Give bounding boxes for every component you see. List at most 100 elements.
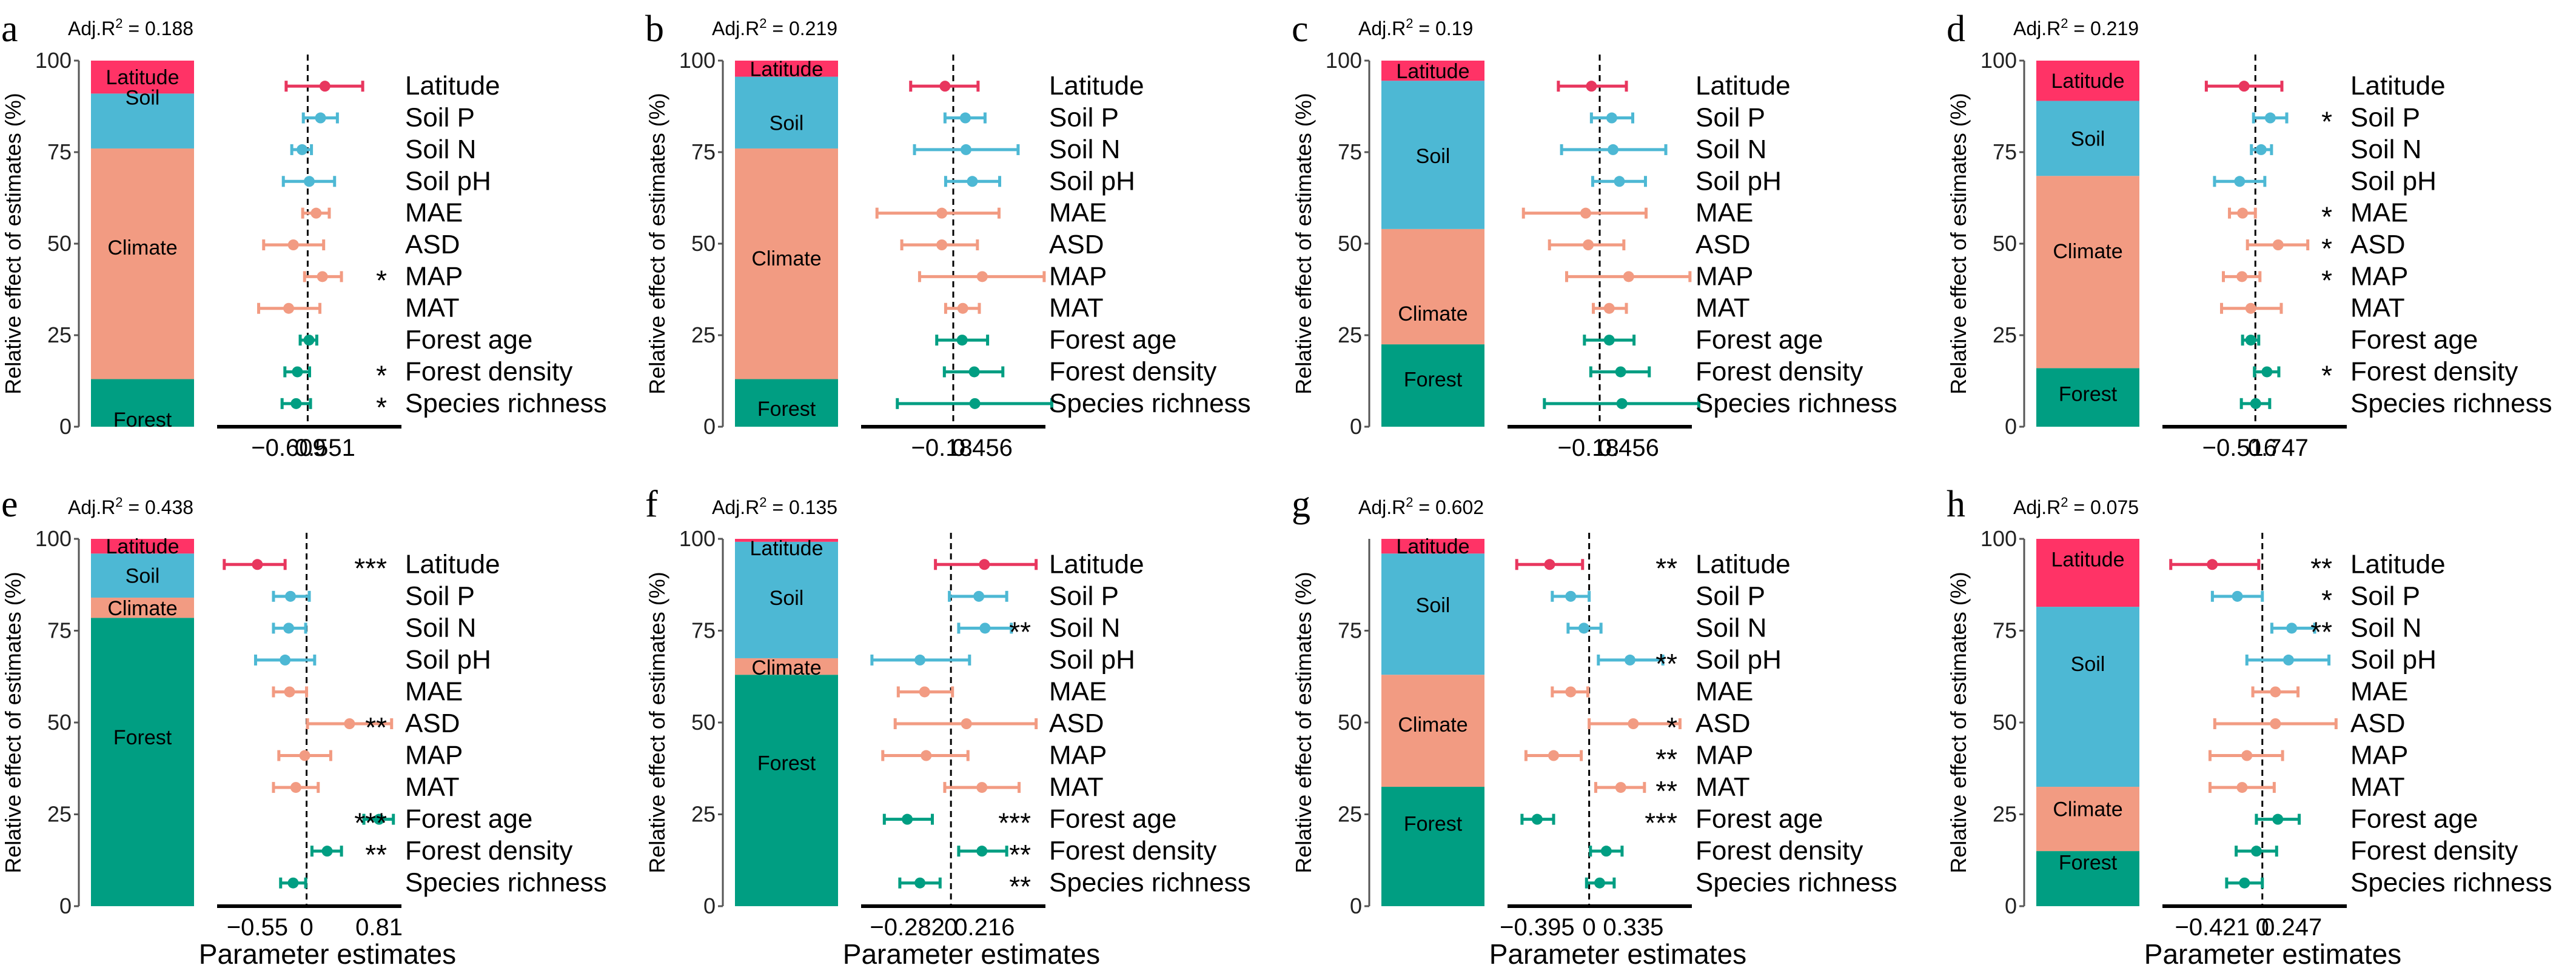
variable-label: Forest density xyxy=(1049,836,1216,866)
estimate-point xyxy=(2241,750,2253,761)
bar-segment-forest xyxy=(2036,368,2139,427)
x-tick-label: 0.335 xyxy=(1603,914,1663,941)
estimate-point xyxy=(2283,654,2294,666)
variable-label: Forest density xyxy=(1696,356,1863,386)
variable-label: MAE xyxy=(1696,198,1753,228)
bar-segment-label: Latitude xyxy=(1397,535,1470,558)
bar-segment-latitude xyxy=(735,539,838,542)
variable-label: Forest density xyxy=(405,356,572,386)
bar-y-tick-label: 75 xyxy=(1338,618,1362,643)
bar-segment-label: Forest xyxy=(757,398,816,421)
estimate-point xyxy=(290,398,302,409)
estimate-point xyxy=(317,271,328,282)
bar-segment-label: Soil xyxy=(126,86,160,109)
variable-label: MAP xyxy=(1696,741,1753,770)
bar-segment-label: Forest xyxy=(757,752,816,775)
x-tick-label: 0 xyxy=(1583,914,1596,941)
variable-label: ASD xyxy=(1049,230,1104,259)
estimate-point xyxy=(956,335,968,346)
variable-label: Latitude xyxy=(405,549,500,579)
variable-label: MAP xyxy=(1696,261,1753,291)
bar-y-tick-label: 25 xyxy=(1338,322,1362,347)
panel-letter: b xyxy=(645,8,664,50)
variable-label: MAE xyxy=(405,198,463,228)
bar-y-tick-label: 100 xyxy=(679,526,716,551)
estimate-point xyxy=(2270,718,2281,729)
bar-y-tick-label: 0 xyxy=(1350,893,1362,918)
estimate-point xyxy=(303,335,315,346)
bar-segment-label: Forest xyxy=(113,409,172,432)
significance-mark: * xyxy=(2321,359,2332,391)
bar-y-tick-label: 0 xyxy=(59,893,72,918)
variable-label: Forest age xyxy=(1049,804,1176,834)
variable-label: MAP xyxy=(1049,741,1107,770)
bar-y-tick-label: 50 xyxy=(691,710,716,735)
bar-y-tick-label: 50 xyxy=(47,231,72,256)
bar-segment-latitude xyxy=(1381,61,1484,81)
estimate-point xyxy=(957,302,968,314)
variable-label: Soil pH xyxy=(405,645,491,675)
panel-h: h Adj.R2 = 0.075 Relative effect of estima… xyxy=(1946,484,2552,968)
estimate-point xyxy=(976,782,988,793)
significance-mark: ** xyxy=(1009,871,1031,903)
estimate-point xyxy=(969,398,981,409)
bar-segment-latitude xyxy=(1381,539,1484,554)
bar-segment-label: Latitude xyxy=(750,537,823,560)
bar-y-tick-label: 100 xyxy=(35,526,72,551)
significance-mark: *** xyxy=(354,807,387,839)
bar-y-axis-label: Relative effect of estimates (%) xyxy=(1,572,25,873)
estimate-point xyxy=(1616,398,1628,409)
bar-y-tick-label: 50 xyxy=(1338,710,1362,735)
panel-e: e Adj.R2 = 0.438 Relative effect of estima… xyxy=(1,484,607,968)
significance-mark: * xyxy=(2321,201,2332,233)
variable-label: Soil pH xyxy=(1696,166,1782,196)
bar-y-tick-label: 25 xyxy=(1993,322,2017,347)
bar-segment-label: Soil xyxy=(1416,594,1451,617)
variable-label: Forest age xyxy=(2350,804,2478,834)
bar-segment-forest xyxy=(91,618,194,906)
estimate-point xyxy=(292,366,303,378)
variable-label: MAT xyxy=(1696,293,1750,323)
estimate-point xyxy=(968,366,980,378)
significance-mark: ** xyxy=(1655,744,1677,775)
bar-segment-label: Soil xyxy=(2071,653,2105,676)
bar-segment-label: Latitude xyxy=(1397,60,1470,83)
variable-label: Soil N xyxy=(405,613,476,643)
panel-letter: g xyxy=(1292,484,1310,525)
bar-segment-latitude xyxy=(2036,61,2139,101)
r2-label: Adj.R2 = 0.19 xyxy=(1358,16,1473,39)
significance-mark: * xyxy=(2321,264,2332,296)
variable-label: Forest age xyxy=(1049,325,1176,355)
bar-y-tick-label: 75 xyxy=(1338,139,1362,164)
estimate-point xyxy=(2286,623,2298,634)
estimate-point xyxy=(2255,144,2267,155)
significance-mark: ** xyxy=(1009,839,1031,870)
bar-y-tick-label: 75 xyxy=(47,139,72,164)
bar-segment-label: Latitude xyxy=(2051,548,2125,571)
estimate-point xyxy=(2236,782,2248,793)
estimate-point xyxy=(2238,81,2250,92)
bar-segment-soil xyxy=(2036,607,2139,787)
bar-segment-label: Soil xyxy=(770,112,804,135)
bar-y-tick-label: 100 xyxy=(679,48,716,73)
variable-label: Forest density xyxy=(2350,356,2518,386)
variable-label: Latitude xyxy=(1696,71,1791,101)
bar-segment-label: Forest xyxy=(2059,383,2118,406)
bar-segment-soil xyxy=(2036,101,2139,176)
r2-label: Adj.R2 = 0.602 xyxy=(1358,495,1484,518)
variable-label: Soil pH xyxy=(1696,645,1782,675)
bar-segment-climate xyxy=(735,148,838,379)
significance-mark: * xyxy=(2321,584,2332,616)
bar-segment-soil xyxy=(91,93,194,149)
panel-letter: a xyxy=(1,8,18,50)
significance-mark: ** xyxy=(1009,616,1031,647)
bar-segment-label: Soil xyxy=(126,565,160,588)
variable-label: Soil N xyxy=(405,135,476,164)
estimate-point xyxy=(1583,239,1594,250)
bar-segment-label: Climate xyxy=(751,247,821,270)
bar-segment-climate xyxy=(1381,675,1484,787)
significance-mark: ** xyxy=(365,839,387,870)
bar-segment-label: Climate xyxy=(1398,302,1467,325)
bar-segment-label: Forest xyxy=(2059,851,2118,874)
